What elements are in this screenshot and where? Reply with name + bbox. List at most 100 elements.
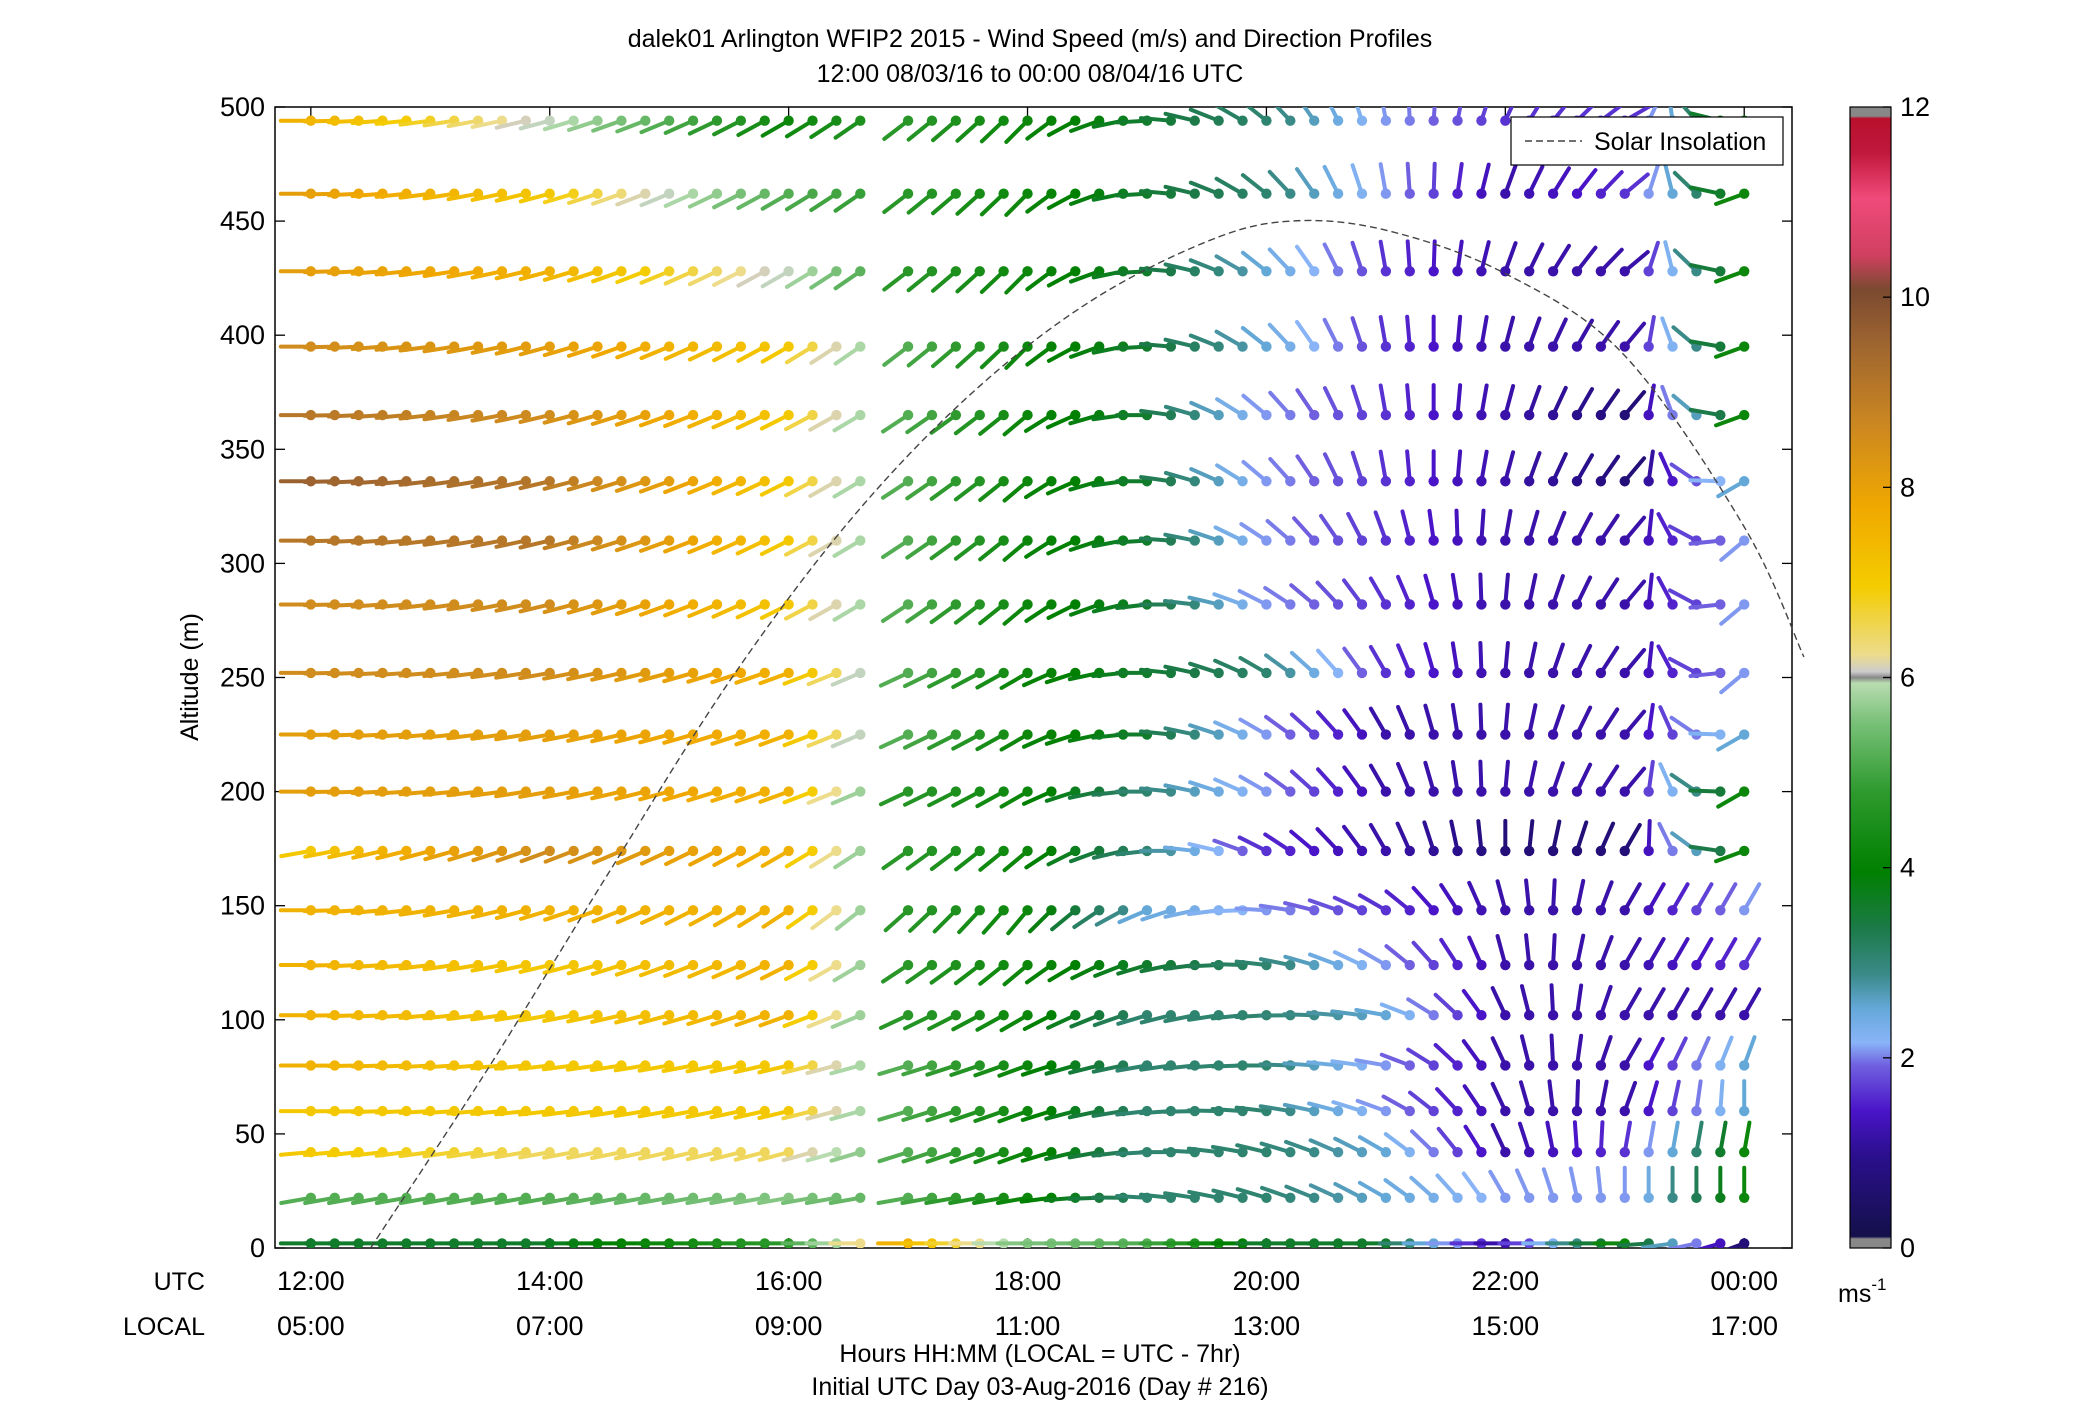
- wind-barb-dot: [711, 845, 723, 857]
- colorbar-tick-label: 0: [1900, 1233, 1915, 1263]
- wind-barb-dot: [663, 905, 675, 916]
- wind-barb-dot: [998, 959, 1009, 971]
- colorbar-unit-base: ms: [1838, 1280, 1871, 1308]
- wind-barb-dot: [759, 188, 770, 199]
- wind-barb-dot: [520, 535, 532, 546]
- wind-barb-dot: [1524, 599, 1535, 610]
- wind-barb-dot: [711, 1010, 723, 1021]
- wind-barb-dot: [1428, 341, 1439, 352]
- wind-barb-dot: [401, 845, 412, 857]
- wind-barb-dot: [1022, 905, 1033, 916]
- wind-barb-dot: [1547, 476, 1559, 487]
- wind-barb-dot: [1261, 266, 1272, 277]
- wind-barb-dot: [807, 266, 818, 277]
- wind-barb-dot: [640, 1146, 651, 1158]
- wind-barb-dot: [1739, 959, 1750, 971]
- wind-barb-dot: [663, 959, 675, 971]
- wind-barb-dot: [1046, 1010, 1057, 1021]
- wind-barb-dot: [998, 476, 1009, 487]
- wind-barb-dot: [1022, 1010, 1033, 1021]
- wind-barb-dot: [1261, 476, 1272, 487]
- wind-barb-dot: [640, 599, 651, 610]
- wind-barb-dot: [1452, 1010, 1463, 1021]
- wind-barb-dot: [1285, 599, 1296, 610]
- wind-barb-dot: [1476, 476, 1487, 487]
- wind-barb-dot: [1046, 188, 1057, 199]
- wind-barb-dot: [663, 599, 675, 610]
- wind-barb-dot: [544, 845, 555, 857]
- wind-barb-dot: [1285, 1192, 1296, 1203]
- wind-barb-dot: [950, 476, 962, 487]
- wind-barb-dot: [1428, 188, 1439, 199]
- wind-barb-dot: [1404, 188, 1415, 199]
- wind-barb-dot: [1619, 476, 1630, 487]
- wind-barb-dot: [1476, 266, 1487, 277]
- wind-barb-dot: [687, 786, 699, 797]
- wind-barb-dot: [855, 1192, 866, 1203]
- wind-barb-dot: [1691, 1238, 1702, 1248]
- wind-barb-dot: [1141, 905, 1153, 916]
- wind-barb-dot: [1380, 667, 1392, 679]
- wind-barb-dot: [1285, 786, 1296, 797]
- wind-barb-dot: [1332, 599, 1344, 610]
- wind-barb-dot: [1500, 599, 1511, 610]
- wind-barb-dot: [926, 266, 938, 277]
- legend: Solar Insolation: [1510, 116, 1784, 166]
- wind-barb-dot: [759, 535, 770, 546]
- wind-barb-dot: [544, 409, 555, 421]
- colorbar-tick-label: 2: [1900, 1043, 1915, 1073]
- wind-barb-dot: [687, 959, 699, 971]
- colorbar-tick-label: 10: [1900, 282, 1930, 312]
- wind-barb-dot: [1189, 341, 1200, 352]
- wind-barb-dot: [1428, 535, 1439, 546]
- wind-barb-dot: [735, 729, 747, 740]
- chart-subtitle: 12:00 08/03/16 to 00:00 08/04/16 UTC: [817, 60, 1244, 88]
- wind-barb-dot: [1070, 959, 1081, 971]
- legend-box: [1510, 116, 1784, 166]
- wind-barb-dot: [1213, 188, 1224, 199]
- wind-barb-dot: [687, 1010, 699, 1021]
- wind-barb-dot: [950, 535, 962, 546]
- wind-barb-dot: [831, 266, 842, 277]
- wind-barb-dot: [1691, 959, 1702, 971]
- wind-barb-dot: [1619, 409, 1630, 421]
- wind-barb-dot: [1547, 786, 1559, 797]
- wind-barb-dot: [1356, 188, 1368, 199]
- wind-barb-dot: [926, 341, 938, 352]
- wind-barb-dot: [1452, 476, 1463, 487]
- wind-barb-dot: [544, 599, 555, 610]
- x-tick-label-local: 17:00: [1710, 1311, 1778, 1341]
- wind-barb-dot: [783, 667, 794, 679]
- wind-barb-dot: [1237, 786, 1248, 797]
- wind-barb-dot: [544, 341, 555, 352]
- wind-barb-dot: [1691, 1060, 1702, 1071]
- wind-barb-dot: [1524, 1192, 1535, 1203]
- wind-barb-dot: [759, 729, 770, 740]
- wind-barb-dot: [1739, 599, 1750, 610]
- wind-barb-dot: [1046, 905, 1057, 916]
- wind-barb-dot: [1571, 266, 1583, 277]
- wind-barb-dot: [1667, 1146, 1678, 1158]
- wind-barb-dot: [1691, 1010, 1702, 1021]
- wind-barb-dot: [1428, 409, 1439, 421]
- wind-barb-dot: [1452, 115, 1463, 126]
- wind-barb-dot: [1022, 667, 1033, 679]
- wind-barb-dot: [807, 905, 818, 916]
- wind-barb-dot: [998, 599, 1009, 610]
- wind-barb-dot: [1643, 667, 1654, 679]
- wind-barb-dot: [855, 729, 866, 740]
- wind-barb-dot: [1739, 266, 1750, 277]
- wind-barb-dot: [1285, 729, 1296, 740]
- wind-barb-dot: [1667, 188, 1678, 199]
- wind-barb-dot: [855, 845, 866, 857]
- wind-barb-dot: [902, 1105, 914, 1117]
- wind-barb-dot: [1380, 1192, 1392, 1203]
- colorbar-tick-label: 4: [1900, 853, 1915, 883]
- wind-barb-dot: [1428, 1146, 1439, 1158]
- wind-barb-dot: [496, 188, 508, 199]
- wind-barb-dot: [902, 599, 914, 610]
- wind-barb-dot: [1261, 535, 1272, 546]
- wind-barb-dot: [496, 266, 508, 277]
- wind-barb-dot: [902, 1060, 914, 1071]
- wind-barb-dot: [1667, 1192, 1678, 1203]
